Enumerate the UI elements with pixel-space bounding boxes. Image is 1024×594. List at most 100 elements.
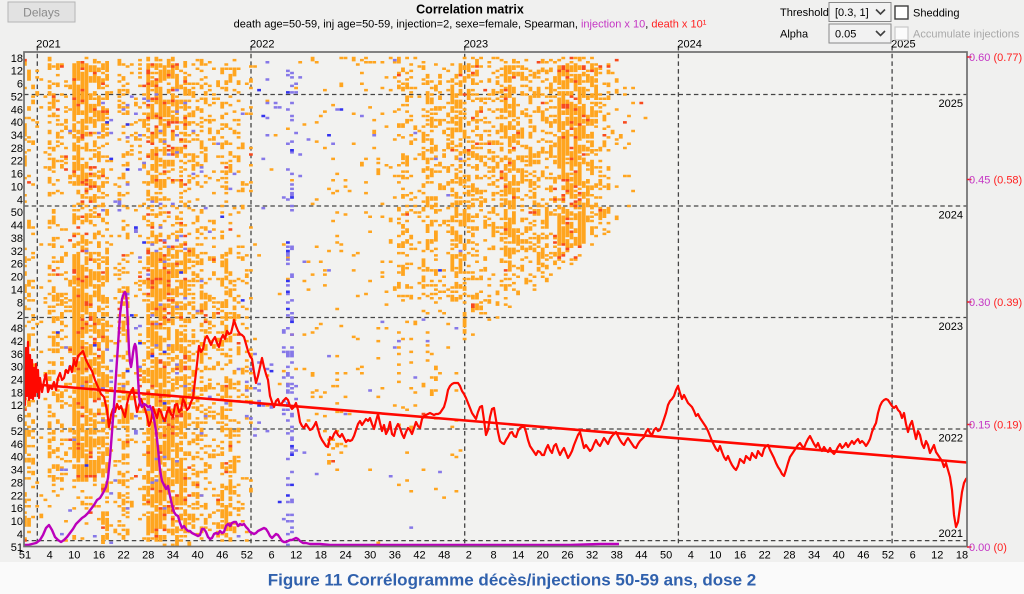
- svg-text:6: 6: [910, 550, 916, 562]
- svg-text:42: 42: [11, 336, 23, 348]
- svg-text:52: 52: [882, 550, 894, 562]
- svg-text:46: 46: [216, 550, 228, 562]
- svg-text:12: 12: [290, 550, 302, 562]
- svg-text:10: 10: [11, 516, 23, 528]
- svg-text:28: 28: [11, 143, 23, 155]
- svg-text:18: 18: [315, 550, 327, 562]
- svg-text:8: 8: [490, 550, 496, 562]
- svg-text:34: 34: [167, 550, 179, 562]
- svg-text:12: 12: [11, 66, 23, 78]
- svg-text:34: 34: [808, 550, 820, 562]
- svg-text:36: 36: [11, 349, 23, 361]
- svg-text:2021: 2021: [36, 39, 60, 51]
- svg-text:48: 48: [11, 323, 23, 335]
- svg-text:Figure 11 Corrélogramme décès/: Figure 11 Corrélogramme décès/injections…: [268, 571, 756, 590]
- svg-text:16: 16: [11, 503, 23, 515]
- svg-text:10: 10: [68, 550, 80, 562]
- svg-text:Shedding: Shedding: [913, 8, 960, 20]
- svg-text:8: 8: [17, 297, 23, 309]
- svg-text:10: 10: [11, 182, 23, 194]
- svg-text:[0.3, 1]: [0.3, 1]: [835, 7, 869, 19]
- svg-text:51: 51: [19, 550, 31, 562]
- svg-text:4: 4: [17, 194, 23, 206]
- svg-text:0.30 (0.39): 0.30 (0.39): [969, 297, 1022, 309]
- svg-text:2024: 2024: [677, 39, 701, 51]
- svg-text:0.45 (0.58): 0.45 (0.58): [969, 174, 1022, 186]
- svg-text:2025: 2025: [891, 39, 915, 51]
- svg-text:30: 30: [364, 550, 376, 562]
- svg-text:30: 30: [11, 362, 23, 374]
- svg-text:0.60 (0.77): 0.60 (0.77): [969, 52, 1022, 64]
- svg-text:2023: 2023: [464, 39, 488, 51]
- svg-text:18: 18: [956, 550, 968, 562]
- svg-text:48: 48: [438, 550, 450, 562]
- svg-text:4: 4: [47, 550, 53, 562]
- svg-text:52: 52: [11, 91, 23, 103]
- svg-text:18: 18: [11, 53, 23, 65]
- svg-text:Alpha: Alpha: [780, 29, 809, 41]
- svg-text:44: 44: [11, 220, 23, 232]
- svg-text:2022: 2022: [939, 433, 963, 445]
- svg-text:24: 24: [11, 375, 23, 387]
- svg-text:20: 20: [537, 550, 549, 562]
- svg-text:14: 14: [512, 550, 524, 562]
- svg-text:26: 26: [561, 550, 573, 562]
- svg-text:24: 24: [339, 550, 351, 562]
- svg-text:10: 10: [709, 550, 721, 562]
- svg-text:36: 36: [389, 550, 401, 562]
- svg-text:14: 14: [11, 284, 23, 296]
- svg-text:6: 6: [17, 413, 23, 425]
- svg-text:Accumulate injections: Accumulate injections: [913, 29, 1020, 41]
- svg-text:44: 44: [635, 550, 647, 562]
- svg-text:6: 6: [17, 79, 23, 91]
- svg-text:Threshold: Threshold: [780, 7, 829, 19]
- svg-text:46: 46: [857, 550, 869, 562]
- svg-text:Correlation matrix: Correlation matrix: [416, 3, 524, 17]
- svg-text:16: 16: [93, 550, 105, 562]
- svg-text:2021: 2021: [939, 528, 963, 540]
- svg-text:46: 46: [11, 104, 23, 116]
- svg-text:2025: 2025: [939, 98, 963, 110]
- svg-text:28: 28: [142, 550, 154, 562]
- svg-text:0.05: 0.05: [835, 29, 856, 41]
- svg-text:42: 42: [413, 550, 425, 562]
- svg-text:18: 18: [11, 387, 23, 399]
- svg-text:22: 22: [11, 156, 23, 168]
- svg-text:38: 38: [611, 550, 623, 562]
- svg-text:32: 32: [586, 550, 598, 562]
- svg-text:52: 52: [11, 426, 23, 438]
- svg-text:28: 28: [11, 478, 23, 490]
- svg-text:16: 16: [11, 169, 23, 181]
- svg-text:Delays: Delays: [23, 6, 60, 20]
- svg-text:0.15 (0.19): 0.15 (0.19): [969, 419, 1022, 431]
- svg-text:0.00 (0): 0.00 (0): [969, 542, 1007, 554]
- svg-text:22: 22: [117, 550, 129, 562]
- svg-text:52: 52: [241, 550, 253, 562]
- svg-text:46: 46: [11, 439, 23, 451]
- svg-text:26: 26: [11, 259, 23, 271]
- svg-text:16: 16: [734, 550, 746, 562]
- svg-text:32: 32: [11, 246, 23, 258]
- svg-text:4: 4: [688, 550, 694, 562]
- svg-text:50: 50: [11, 207, 23, 219]
- svg-text:51: 51: [11, 542, 23, 554]
- svg-text:40: 40: [191, 550, 203, 562]
- svg-text:4: 4: [17, 529, 23, 541]
- svg-text:34: 34: [11, 465, 23, 477]
- svg-text:12: 12: [931, 550, 943, 562]
- svg-text:22: 22: [759, 550, 771, 562]
- svg-text:40: 40: [11, 452, 23, 464]
- svg-text:2024: 2024: [939, 210, 963, 222]
- svg-text:2: 2: [17, 310, 23, 322]
- svg-text:death age=50-59, inj age=50-59: death age=50-59, inj age=50-59, injectio…: [234, 19, 707, 31]
- svg-text:2: 2: [466, 550, 472, 562]
- svg-text:40: 40: [11, 117, 23, 129]
- svg-text:38: 38: [11, 233, 23, 245]
- svg-text:50: 50: [660, 550, 672, 562]
- svg-text:2023: 2023: [939, 321, 963, 333]
- svg-text:6: 6: [269, 550, 275, 562]
- svg-text:28: 28: [783, 550, 795, 562]
- svg-text:12: 12: [11, 400, 23, 412]
- svg-text:2022: 2022: [250, 39, 274, 51]
- svg-text:34: 34: [11, 130, 23, 142]
